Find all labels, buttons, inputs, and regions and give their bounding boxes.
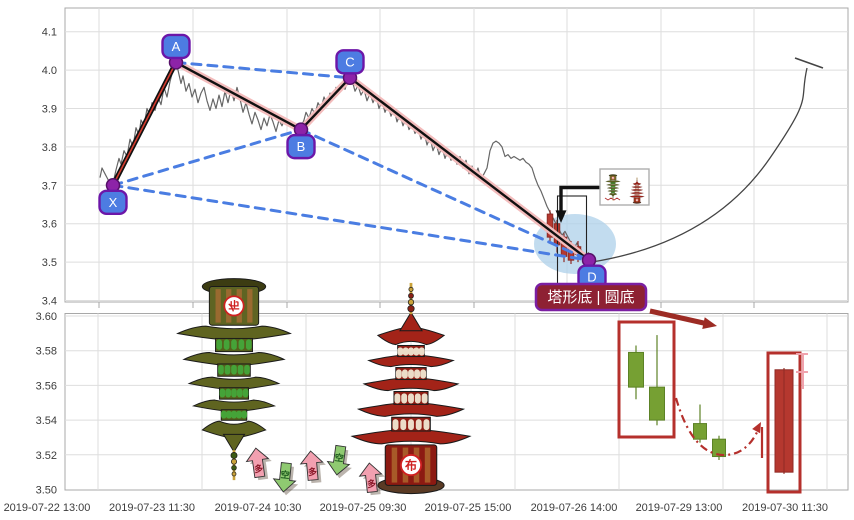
pattern-point-letter: X (109, 195, 118, 210)
x-tick-label: 2019-07-25 15:00 (425, 502, 512, 514)
curve-end-tick (794, 57, 824, 69)
pattern-line-XA (110, 59, 179, 188)
y-tick-bottom: 3.58 (36, 346, 57, 358)
pattern-point-label-X[interactable]: X (98, 189, 128, 216)
arc-arrowhead (752, 422, 761, 434)
gridlines (64, 7, 849, 491)
pattern-point-label-B[interactable]: B (286, 133, 316, 160)
legend-connector-arrowhead (555, 210, 567, 223)
bull-arrow-stamp-icon: 多 (358, 462, 385, 496)
y-tick-top: 4.1 (42, 27, 57, 39)
pattern-point-label-C[interactable]: C (335, 49, 365, 75)
red-pagoda-icon: 布 (350, 282, 472, 495)
stamp-label: 多 (366, 478, 376, 490)
y-tick-bottom: 3.50 (36, 485, 57, 497)
y-tick-top: 3.6 (42, 219, 57, 231)
x-tick-label: 2019-07-22 13:00 (4, 502, 91, 514)
mini-red-pagoda-icon: 布 (629, 177, 645, 204)
x-tick-label: 2019-07-26 14:00 (531, 502, 618, 514)
pattern-highlight-box (617, 320, 676, 439)
y-tick-top: 4.0 (42, 65, 57, 77)
y-tick-bottom: 3.54 (36, 415, 57, 427)
stamp-label: 空 (280, 469, 290, 481)
x-tick-label: 2019-07-29 13:00 (636, 502, 723, 514)
pattern-line-BC (297, 74, 354, 134)
pattern-point-letter: A (172, 39, 181, 54)
y-tick-bottom: 3.60 (36, 311, 57, 323)
pattern-name-badge[interactable]: 塔形底 | 圆底 (534, 282, 648, 312)
pagoda-emblem-glyph: 布 (228, 298, 239, 312)
pattern-point-letter: B (297, 139, 306, 154)
pattern-line-AB (172, 58, 305, 134)
stamp-label: 空 (334, 451, 344, 463)
stamp-label: 多 (307, 466, 317, 478)
mini-green-pagoda-icon: 布 (605, 174, 621, 201)
legend-scribble (604, 197, 621, 201)
pattern-line-CD (346, 74, 593, 264)
breakout-curve (591, 67, 808, 263)
legend-connector-line (559, 185, 600, 214)
y-tick-bottom: 3.52 (36, 450, 57, 462)
x-tick-label: 2019-07-25 09:30 (320, 502, 407, 514)
inverted-green-pagoda-icon: 布 (176, 278, 292, 481)
y-tick-top: 3.8 (42, 142, 57, 154)
bull-arrow-stamp-icon: 多 (245, 447, 272, 481)
pattern-highlight-box (766, 351, 802, 494)
y-tick-top: 3.4 (42, 296, 57, 308)
pink-measure-mark (796, 353, 808, 389)
price-line (99, 61, 590, 255)
bull-arrow-stamp-icon: 多 (299, 450, 326, 484)
x-tick-label: 2019-07-30 11:30 (742, 502, 828, 514)
pattern-name-text: 塔形底 | 圆底 (547, 289, 634, 306)
fib-dashed-line-AC (174, 60, 352, 80)
pattern-point-label-A[interactable]: A (161, 33, 191, 60)
axis-tick-labels: 4.1 4.0 3.9 3.8 3.7 3.6 3.5 3.4 3.60 3.58 3.56 3.54… (4, 27, 828, 514)
round-bottom-arc (674, 397, 761, 457)
d-point-highlight (534, 214, 616, 274)
x-tick-label: 2019-07-24 10:30 (215, 502, 302, 514)
y-tick-top: 3.9 (42, 104, 57, 116)
fib-dashed-line-XB (111, 128, 303, 187)
stamp-label: 多 (253, 462, 263, 474)
x-tick-label: 2019-07-23 11:30 (109, 502, 195, 514)
fib-dashed-line-XD (111, 183, 591, 262)
detail-candles (628, 335, 794, 474)
fib-dashed-line-BD (299, 128, 591, 262)
y-tick-top: 3.7 (42, 180, 57, 192)
y-tick-bottom: 3.56 (36, 380, 57, 392)
pattern-pointer-arrow (649, 308, 709, 327)
pattern-point-letter: C (345, 54, 354, 69)
pattern-point-letter: D (587, 270, 596, 285)
pattern-pointer-arrowhead (702, 317, 717, 329)
pagoda-emblem-glyph: 布 (405, 458, 417, 473)
y-tick-top: 3.5 (42, 257, 57, 269)
bear-arrow-stamp-icon: 空 (326, 444, 352, 479)
bear-arrow-stamp-icon: 空 (272, 462, 299, 496)
